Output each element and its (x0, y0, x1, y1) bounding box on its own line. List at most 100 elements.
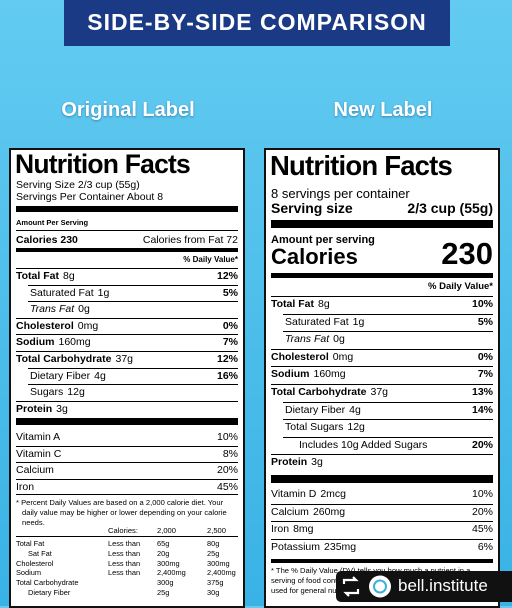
nutrient-row: Sodium 160mg 7% (16, 336, 238, 348)
nutrient-row: Protein 3g (271, 456, 493, 468)
daily-value: 6% (477, 540, 493, 553)
nutrient-row: Total Fat 8g 10% (271, 298, 493, 310)
nutrient-amount: 3g (311, 456, 323, 469)
nutrient-name: Total Fat (271, 298, 314, 310)
new-label: Nutrition Facts 8 servings per container S… (264, 148, 500, 608)
vitamin-name: Calcium (16, 464, 54, 476)
rule (16, 230, 238, 231)
nutrient-amount: 8g (62, 270, 75, 282)
daily-value: 0% (222, 319, 238, 332)
nutrient-row: Dietary Fiber 4g 16% (30, 370, 238, 382)
nutrient-name: Protein (16, 402, 53, 415)
nutrient-amount: 0mg (77, 319, 99, 332)
nutrient-row: Protein 3g (16, 403, 238, 415)
rule (16, 317, 238, 319)
table-cell: 25g (207, 548, 220, 558)
nutrient-name: Sugars (30, 386, 64, 399)
nutrient-name: Total Fat (16, 270, 59, 282)
daily-value: 12% (216, 270, 238, 282)
nutrient-name: Total Carbohydrate (16, 353, 112, 365)
table-cell: Less than (108, 558, 141, 568)
rule (16, 334, 238, 336)
daily-value: 20% (471, 438, 493, 451)
nutrient-amount: 0g (78, 303, 90, 316)
servings: Servings Per Container About 8 (16, 191, 164, 203)
table-cell: Cholesterol (16, 558, 54, 568)
table-cell: 2,400mg (207, 568, 236, 578)
nutrient-row: Saturated Fat 1g 5% (285, 316, 493, 328)
rule (16, 418, 238, 425)
daily-value: 5% (477, 315, 493, 328)
table-cell: Less than (108, 548, 141, 558)
vitamin-row: Vitamin A 10% (16, 431, 238, 443)
nutrient-amount: 160mg (313, 368, 346, 381)
vitamin-row: Vitamin D 2mcg 10% (271, 488, 493, 500)
rule (271, 559, 493, 563)
nutrient-row: Total Carbohydrate 37g 13% (271, 386, 493, 398)
rule (16, 400, 238, 402)
vitamin-row: Vitamin C 8% (16, 448, 238, 460)
calories-label: Calories (271, 244, 358, 269)
daily-value: 45% (216, 480, 238, 493)
rule (283, 331, 493, 333)
nutrient-row: Saturated Fat 1g 5% (30, 287, 238, 299)
rule (16, 248, 238, 252)
nutrient-row: Cholesterol 0mg 0% (271, 351, 493, 363)
daily-value: 13% (471, 386, 493, 398)
nutrient-amount: 4g (94, 369, 106, 382)
nutrient-row: Cholesterol 0mg 0% (16, 320, 238, 332)
rule (28, 301, 238, 303)
rule (283, 313, 493, 315)
rule (271, 220, 493, 228)
nutrient-name: Total Sugars (285, 421, 344, 434)
daily-value: 10% (216, 431, 238, 443)
vitamin-amount: 260mg (312, 505, 346, 518)
vitamin-name: Iron (16, 480, 35, 493)
table-cell: Less than (108, 568, 141, 578)
vitamin-row: Calcium 260mg 20% (271, 506, 493, 518)
table-header: Calories: (108, 526, 138, 535)
table-cell: 300mg (157, 558, 180, 568)
rule (271, 521, 493, 523)
calories: Calories 230 (16, 234, 78, 246)
rule (271, 475, 493, 483)
nutrient-row: Dietary Fiber 4g 14% (285, 404, 493, 416)
vitamin-row: Calcium 20% (16, 464, 238, 476)
rule (271, 366, 493, 368)
nutrient-name: Sodium (16, 336, 55, 349)
label-title: Nutrition Facts (15, 149, 191, 179)
nutrient-row: Trans Fat 0g (285, 333, 493, 345)
nutrient-name: Dietary Fiber (285, 403, 346, 416)
nutrient-row: Trans Fat 0g (30, 303, 238, 315)
daily-value: 10% (471, 488, 493, 500)
rule (16, 268, 238, 269)
table-cell: 30g (207, 588, 220, 597)
nutrient-amount: 160mg (58, 336, 91, 349)
daily-value: 16% (216, 369, 238, 382)
rule (16, 206, 238, 212)
daily-value: 10% (471, 298, 493, 310)
repost-icons (342, 575, 391, 598)
nutrient-amount: 12g (67, 386, 85, 399)
nutrient-row: Total Fat 8g 12% (16, 270, 238, 282)
nutrient-amount: 3g (56, 402, 68, 415)
original-label: Nutrition Facts Serving Size 2/3 cup (55g… (9, 148, 245, 608)
daily-value: 14% (471, 403, 493, 416)
table-cell: 2,400mg (157, 568, 186, 578)
repost-handle: bell.institute (398, 576, 488, 595)
nutrient-amount: 1g (352, 315, 365, 328)
table-header: 2,500 (207, 526, 227, 535)
table-cell: Dietary Fiber (28, 588, 71, 597)
amount-per-serving: Amount per serving (271, 234, 375, 246)
daily-value: 20% (471, 505, 493, 518)
nutrient-amount: 12g (347, 421, 365, 434)
daily-value: 7% (222, 336, 238, 349)
nutrient-row: Sugars 12g (30, 386, 238, 398)
table-cell: 20g (157, 548, 170, 558)
rule (271, 384, 493, 385)
rule (271, 296, 493, 297)
rule (283, 436, 493, 438)
nutrient-amount: 4g (349, 403, 361, 416)
nutrient-row: Sodium 160mg 7% (271, 368, 493, 380)
column-heading: New Label (333, 99, 433, 121)
